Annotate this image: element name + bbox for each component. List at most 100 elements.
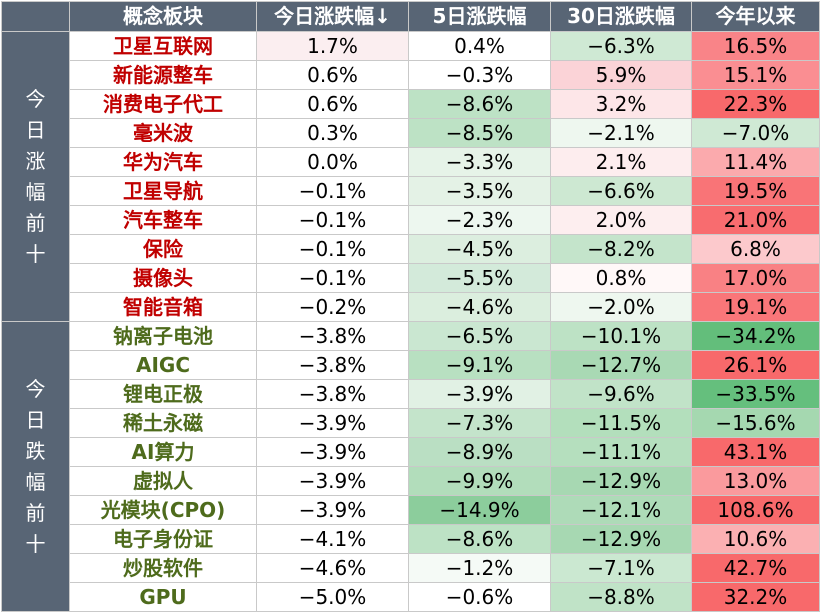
sector-name[interactable]: 炒股软件 (69, 553, 257, 583)
group-label-char: 今 (25, 86, 46, 111)
today-change-cell: 0.6% (256, 60, 409, 90)
30day-change-cell: 2.0% (550, 205, 692, 235)
ytd-change-cell: 6.8% (691, 234, 820, 264)
5day-change-cell: −3.5% (408, 176, 551, 206)
group-label-top-gainers: 今日涨幅前十 (1, 31, 70, 322)
table-row[interactable]: 炒股软件 −4.6% −1.2% −7.1% 42.7% (2, 553, 820, 583)
table-row[interactable]: 今日涨幅前十卫星互联网 1.7% 0.4% −6.3% 16.5% (1, 31, 820, 322)
sector-name[interactable]: 卫星导航 (69, 176, 257, 206)
table-row[interactable]: 华为汽车 0.0% −3.3% 2.1% 11.4% (2, 147, 820, 177)
30day-change-cell: −12.1% (550, 495, 692, 525)
table-row[interactable]: 保险 −0.1% −4.5% −8.2% 6.8% (2, 234, 820, 264)
sector-name[interactable]: 稀土永磁 (69, 408, 257, 438)
5day-change-cell: −2.3% (408, 205, 551, 235)
group-label-char: 涨 (25, 148, 46, 173)
today-change-cell: −0.1% (256, 205, 409, 235)
ytd-change-cell: 26.1% (691, 350, 820, 380)
30day-change-cell: −8.8% (550, 582, 692, 612)
sector-name[interactable]: GPU (69, 582, 257, 612)
sector-name[interactable]: 电子身份证 (69, 524, 257, 554)
30day-change-cell: −12.9% (550, 524, 692, 554)
sector-name[interactable]: AIGC (69, 350, 257, 380)
sector-name[interactable]: 智能音箱 (69, 292, 257, 322)
30day-change-cell: −12.9% (550, 466, 692, 496)
ytd-change-cell: 43.1% (691, 437, 820, 467)
today-change-cell: −4.1% (256, 524, 409, 554)
table-row[interactable]: 虚拟人 −3.9% −9.9% −12.9% 13.0% (2, 466, 820, 496)
group-label-char: 日 (25, 117, 46, 142)
sector-name[interactable]: 新能源整车 (69, 60, 257, 90)
header-today-change[interactable]: 今日涨跌幅↓ (256, 1, 409, 32)
table-row[interactable]: 稀土永磁 −3.9% −7.3% −11.5% −15.6% (2, 408, 820, 438)
today-change-cell: −3.9% (256, 408, 409, 438)
table-row[interactable]: 锂电正极 −3.8% −3.9% −9.6% −33.5% (2, 379, 820, 409)
table-row[interactable]: 汽车整车 −0.1% −2.3% 2.0% 21.0% (2, 205, 820, 235)
table-row[interactable]: GPU −5.0% −0.6% −8.8% 32.2% (2, 582, 820, 612)
table-row[interactable]: 今日跌幅前十钠离子电池 −3.8% −6.5% −10.1% −34.2% (1, 321, 820, 612)
table-row[interactable]: 光模块(CPO) −3.9% −14.9% −12.1% 108.6% (2, 495, 820, 525)
5day-change-cell: −3.9% (408, 379, 551, 409)
table-row[interactable]: 毫米波 0.3% −8.5% −2.1% −7.0% (2, 118, 820, 148)
30day-change-cell: −10.1% (550, 321, 692, 351)
5day-change-cell: 0.4% (408, 31, 551, 61)
sector-name[interactable]: 汽车整车 (69, 205, 257, 235)
table-row[interactable]: 智能音箱 −0.2% −4.6% −2.0% 19.1% (2, 292, 820, 322)
today-change-cell: −4.6% (256, 553, 409, 583)
sector-name[interactable]: 卫星互联网 (69, 31, 257, 61)
30day-change-cell: −9.6% (550, 379, 692, 409)
30day-change-cell: 2.1% (550, 147, 692, 177)
header-ytd-change[interactable]: 今年以来 (691, 1, 820, 32)
table-row[interactable]: 摄像头 −0.1% −5.5% 0.8% 17.0% (2, 263, 820, 293)
header-5day-change[interactable]: 5日涨跌幅 (408, 1, 551, 32)
30day-change-cell: −12.7% (550, 350, 692, 380)
today-change-cell: −3.9% (256, 437, 409, 467)
5day-change-cell: −8.5% (408, 118, 551, 148)
today-change-cell: −3.9% (256, 495, 409, 525)
5day-change-cell: −6.5% (408, 321, 551, 351)
group-label-char: 十 (25, 531, 46, 556)
group-label-top-losers: 今日跌幅前十 (1, 321, 70, 612)
table-row[interactable]: 新能源整车 0.6% −0.3% 5.9% 15.1% (2, 60, 820, 90)
ytd-change-cell: −7.0% (691, 118, 820, 148)
sector-name[interactable]: 钠离子电池 (69, 321, 257, 351)
30day-change-cell: −11.1% (550, 437, 692, 467)
header-sector-name[interactable]: 概念板块 (69, 1, 257, 32)
header-blank (1, 1, 70, 32)
table-row[interactable]: AIGC −3.8% −9.1% −12.7% 26.1% (2, 350, 820, 380)
30day-change-cell: 5.9% (550, 60, 692, 90)
today-change-cell: 0.3% (256, 118, 409, 148)
table-row[interactable]: 电子身份证 −4.1% −8.6% −12.9% 10.6% (2, 524, 820, 554)
group-label-char: 十 (25, 241, 46, 266)
30day-change-cell: 0.8% (550, 263, 692, 293)
ytd-change-cell: 108.6% (691, 495, 820, 525)
today-change-cell: −3.8% (256, 321, 409, 351)
table-row[interactable]: 消费电子代工 0.6% −8.6% 3.2% 22.3% (2, 89, 820, 119)
sector-name[interactable]: 华为汽车 (69, 147, 257, 177)
sector-name[interactable]: 保险 (69, 234, 257, 264)
5day-change-cell: −0.3% (408, 60, 551, 90)
today-change-cell: −3.8% (256, 350, 409, 380)
sector-name[interactable]: 毫米波 (69, 118, 257, 148)
sector-name[interactable]: 消费电子代工 (69, 89, 257, 119)
sector-name[interactable]: AI算力 (69, 437, 257, 467)
5day-change-cell: −8.9% (408, 437, 551, 467)
sector-name[interactable]: 虚拟人 (69, 466, 257, 496)
sector-name[interactable]: 锂电正极 (69, 379, 257, 409)
today-change-cell: −3.8% (256, 379, 409, 409)
today-change-cell: 1.7% (256, 31, 409, 61)
header-30day-change[interactable]: 30日涨跌幅 (550, 1, 692, 32)
group-label-char: 今 (25, 376, 46, 401)
sector-name[interactable]: 光模块(CPO) (69, 495, 257, 525)
5day-change-cell: −14.9% (408, 495, 551, 525)
table-row[interactable]: 卫星导航 −0.1% −3.5% −6.6% 19.5% (2, 176, 820, 206)
table-row[interactable]: AI算力 −3.9% −8.9% −11.1% 43.1% (2, 437, 820, 467)
ytd-change-cell: 11.4% (691, 147, 820, 177)
group-label-char: 日 (25, 407, 46, 432)
ytd-change-cell: 32.2% (691, 582, 820, 612)
5day-change-cell: −5.5% (408, 263, 551, 293)
5day-change-cell: −4.5% (408, 234, 551, 264)
sector-name[interactable]: 摄像头 (69, 263, 257, 293)
group-label-char: 前 (25, 500, 46, 525)
30day-change-cell: −6.6% (550, 176, 692, 206)
5day-change-cell: −7.3% (408, 408, 551, 438)
